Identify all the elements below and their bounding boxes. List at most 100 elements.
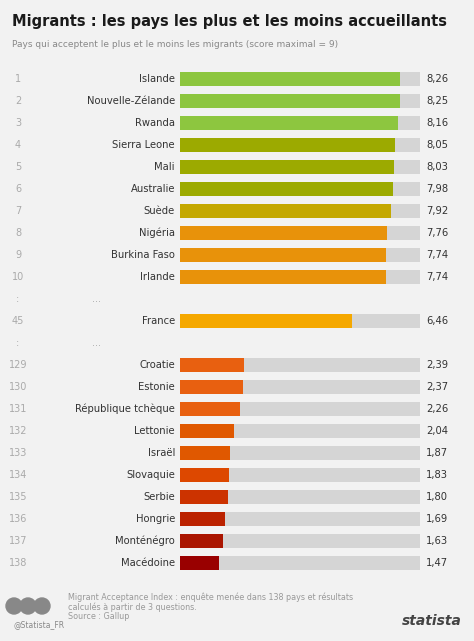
Text: 131: 131 xyxy=(9,404,27,414)
Text: 136: 136 xyxy=(9,514,27,524)
Bar xyxy=(180,160,394,174)
Text: 135: 135 xyxy=(9,492,27,502)
Bar xyxy=(180,248,420,262)
Text: Monténégro: Monténégro xyxy=(115,536,175,546)
Text: 5: 5 xyxy=(15,162,21,172)
Bar xyxy=(180,380,420,394)
Text: Serbie: Serbie xyxy=(143,492,175,502)
Circle shape xyxy=(6,598,22,614)
Text: Nigéria: Nigéria xyxy=(139,228,175,238)
Text: 8,05: 8,05 xyxy=(426,140,448,150)
Bar xyxy=(180,402,240,416)
Text: 137: 137 xyxy=(9,536,27,546)
Bar xyxy=(180,160,420,174)
Bar xyxy=(180,94,400,108)
Text: 7,74: 7,74 xyxy=(426,250,448,260)
Bar xyxy=(180,556,420,570)
Text: Suède: Suède xyxy=(144,206,175,216)
Bar xyxy=(180,424,235,438)
Bar xyxy=(180,424,420,438)
Text: Hongrie: Hongrie xyxy=(136,514,175,524)
Bar xyxy=(180,138,395,152)
Text: Lettonie: Lettonie xyxy=(134,426,175,436)
Text: 8: 8 xyxy=(15,228,21,238)
Text: 132: 132 xyxy=(9,426,27,436)
Text: 10: 10 xyxy=(12,272,24,282)
Text: Irlande: Irlande xyxy=(140,272,175,282)
Text: 6,46: 6,46 xyxy=(426,316,448,326)
Bar xyxy=(180,380,243,394)
Bar xyxy=(180,72,400,86)
Text: 130: 130 xyxy=(9,382,27,392)
Bar xyxy=(180,314,420,328)
Text: Estonie: Estonie xyxy=(138,382,175,392)
Text: 7,98: 7,98 xyxy=(426,184,448,194)
Bar xyxy=(180,534,420,548)
Text: 2,04: 2,04 xyxy=(426,426,448,436)
Text: 7,74: 7,74 xyxy=(426,272,448,282)
Text: 6: 6 xyxy=(15,184,21,194)
Bar xyxy=(180,490,228,504)
Text: 45: 45 xyxy=(12,316,24,326)
Text: Macédoine: Macédoine xyxy=(121,558,175,568)
Bar xyxy=(180,512,420,526)
Text: 133: 133 xyxy=(9,448,27,458)
Text: 3: 3 xyxy=(15,118,21,128)
Text: Islande: Islande xyxy=(139,74,175,84)
Text: Migrant Acceptance Index : enquête menée dans 138 pays et résultats: Migrant Acceptance Index : enquête menée… xyxy=(68,592,353,601)
Text: 9: 9 xyxy=(15,250,21,260)
Text: Migrants : les pays les plus et les moins accueillants: Migrants : les pays les plus et les moin… xyxy=(12,14,447,29)
Bar xyxy=(180,116,398,130)
Text: 7: 7 xyxy=(15,206,21,216)
Text: Sierra Leone: Sierra Leone xyxy=(112,140,175,150)
Text: République tchèque: République tchèque xyxy=(75,404,175,414)
Text: Pays qui acceptent le plus et le moins les migrants (score maximal = 9): Pays qui acceptent le plus et le moins l… xyxy=(12,40,338,49)
Bar xyxy=(180,358,244,372)
Text: 1,83: 1,83 xyxy=(426,470,448,480)
Text: ...: ... xyxy=(92,294,101,304)
Text: 8,16: 8,16 xyxy=(426,118,448,128)
Text: Source : Gallup: Source : Gallup xyxy=(68,612,129,621)
Text: 2: 2 xyxy=(15,96,21,106)
Text: 8,26: 8,26 xyxy=(426,74,448,84)
Bar xyxy=(180,226,387,240)
Text: 134: 134 xyxy=(9,470,27,480)
Bar xyxy=(180,138,420,152)
Text: calculés à partir de 3 questions.: calculés à partir de 3 questions. xyxy=(68,602,197,612)
Text: 1,80: 1,80 xyxy=(426,492,448,502)
Bar xyxy=(180,204,391,218)
Bar xyxy=(180,226,420,240)
Bar xyxy=(180,182,420,196)
Bar xyxy=(180,490,420,504)
Bar xyxy=(180,402,420,416)
Bar xyxy=(180,446,420,460)
Circle shape xyxy=(34,598,50,614)
Text: @Statista_FR: @Statista_FR xyxy=(14,620,65,629)
Text: France: France xyxy=(142,316,175,326)
Text: 7,92: 7,92 xyxy=(426,206,448,216)
Text: 4: 4 xyxy=(15,140,21,150)
Bar xyxy=(180,72,420,86)
Bar xyxy=(180,270,386,284)
Text: Burkina Faso: Burkina Faso xyxy=(111,250,175,260)
Text: 129: 129 xyxy=(9,360,27,370)
Text: Australie: Australie xyxy=(130,184,175,194)
Text: :: : xyxy=(17,294,19,304)
Bar xyxy=(180,534,223,548)
Bar xyxy=(180,446,230,460)
Bar xyxy=(180,468,420,482)
Text: Mali: Mali xyxy=(155,162,175,172)
Text: Rwanda: Rwanda xyxy=(135,118,175,128)
Text: 1,47: 1,47 xyxy=(426,558,448,568)
Bar xyxy=(180,512,225,526)
Text: 1,63: 1,63 xyxy=(426,536,448,546)
Bar xyxy=(180,556,219,570)
Text: statista: statista xyxy=(402,614,462,628)
Bar xyxy=(180,248,386,262)
Text: :: : xyxy=(17,338,19,348)
Bar xyxy=(180,468,229,482)
Bar xyxy=(180,182,393,196)
Text: Israël: Israël xyxy=(147,448,175,458)
Bar xyxy=(180,314,352,328)
Text: Slovaquie: Slovaquie xyxy=(126,470,175,480)
